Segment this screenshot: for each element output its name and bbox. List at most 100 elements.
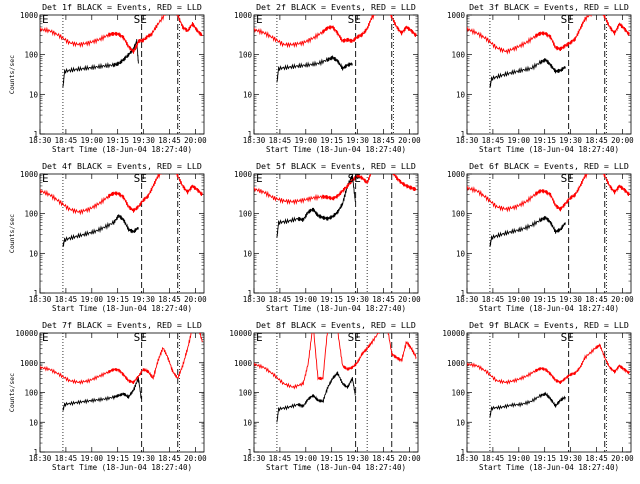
x-tick-label: 19:30 xyxy=(132,136,155,145)
series-lld-line xyxy=(254,333,417,390)
y-axis-label: Counts/sec xyxy=(8,214,16,253)
x-tick-label: 19:15 xyxy=(106,136,129,145)
y-tick-label: 100 xyxy=(451,51,465,60)
panel-title: Det 2f BLACK = Events, RED = LLD xyxy=(256,2,416,12)
x-tick-label: 18:45 xyxy=(585,295,608,304)
series-path xyxy=(40,174,203,216)
series-path xyxy=(489,58,566,88)
series-events-line xyxy=(62,376,142,411)
series-path xyxy=(489,391,566,418)
annotation-se: SE xyxy=(348,13,361,26)
annotation-se: SE xyxy=(561,331,574,344)
annotation-e: E xyxy=(256,331,263,344)
x-tick-label: 19:30 xyxy=(346,136,369,145)
y-tick-label: 1 xyxy=(247,289,252,298)
y-axis-label: Counts/sec xyxy=(8,55,16,94)
y-tick-label: 1 xyxy=(33,130,38,139)
x-tick-label: 18:45 xyxy=(55,454,78,463)
y-tick-label: 10000 xyxy=(442,329,465,338)
panel-title: Det 9f BLACK = Events, RED = LLD xyxy=(469,320,629,330)
x-tick-label: 18:30 xyxy=(456,136,479,145)
series-path xyxy=(467,15,630,55)
series-lld-line xyxy=(40,174,203,216)
series-events-line xyxy=(489,58,566,88)
y-tick-label: 10 xyxy=(29,90,39,99)
y-tick-label: 10 xyxy=(243,90,253,99)
series-path xyxy=(40,333,203,385)
plot-frame xyxy=(466,332,632,453)
annotation-se: SE xyxy=(348,331,361,344)
annotation-e: E xyxy=(256,13,263,26)
y-tick-label: 10 xyxy=(29,249,39,258)
series-path xyxy=(276,54,353,83)
y-tick-label: 10000 xyxy=(15,329,38,338)
y-tick-label: 1000 xyxy=(20,170,39,179)
series-events-line xyxy=(276,371,356,423)
x-tick-label: 18:45 xyxy=(482,136,505,145)
y-tick-label: 100 xyxy=(451,210,465,219)
x-tick-label: 18:45 xyxy=(269,454,292,463)
series-lld-line xyxy=(254,174,417,206)
series-path xyxy=(40,15,203,54)
x-tick-label: 18:45 xyxy=(482,454,505,463)
x-tick-label: 19:00 xyxy=(81,136,104,145)
y-tick-label: 1000 xyxy=(447,359,466,368)
series-path xyxy=(254,174,417,206)
y-tick-label: 1 xyxy=(460,130,465,139)
x-tick-label: 19:00 xyxy=(508,454,531,463)
series-lld-line xyxy=(467,174,630,213)
x-tick-label: 20:00 xyxy=(184,454,207,463)
x-tick-label: 18:45 xyxy=(482,295,505,304)
x-tick-label: 19:00 xyxy=(81,295,104,304)
x-axis-label: Start Time (18-Jun-04 18:27:40) xyxy=(479,145,619,154)
detector-panel: Det 7f BLACK = Events, RED = LLD 1 10 100 10… xyxy=(8,320,207,472)
annotation-se: SE xyxy=(348,172,361,185)
x-tick-label: 19:15 xyxy=(320,454,343,463)
y-tick-label: 10 xyxy=(456,418,466,427)
x-tick-label: 20:00 xyxy=(611,454,634,463)
plot-frame xyxy=(466,173,632,294)
x-axis-label: Start Time (18-Jun-04 18:27:40) xyxy=(266,145,406,154)
series-events-line xyxy=(276,174,356,238)
x-tick-label: 20:00 xyxy=(398,136,421,145)
x-tick-label: 18:45 xyxy=(55,136,78,145)
x-tick-label: 19:30 xyxy=(559,295,582,304)
x-tick-label: 18:30 xyxy=(29,454,52,463)
annotation-se: SE xyxy=(134,13,147,26)
plot-frame xyxy=(466,14,632,135)
y-tick-label: 100 xyxy=(24,210,38,219)
y-tick-label: 100 xyxy=(238,210,252,219)
detector-panel: Det 1f BLACK = Events, RED = LLD 1 10 100 10… xyxy=(8,2,207,154)
series-path xyxy=(254,333,417,390)
x-tick-label: 19:15 xyxy=(533,136,556,145)
x-tick-label: 18:30 xyxy=(243,136,266,145)
series-path xyxy=(62,214,139,247)
x-tick-label: 18:45 xyxy=(585,454,608,463)
series-events-line xyxy=(62,39,139,88)
x-tick-label: 18:45 xyxy=(372,136,395,145)
x-tick-label: 20:00 xyxy=(611,136,634,145)
x-tick-label: 19:30 xyxy=(559,454,582,463)
y-tick-label: 100 xyxy=(24,389,38,398)
y-tick-label: 10 xyxy=(243,249,253,258)
series-path xyxy=(467,174,630,213)
x-tick-label: 19:15 xyxy=(533,454,556,463)
x-tick-label: 18:30 xyxy=(243,454,266,463)
x-tick-label: 18:45 xyxy=(55,295,78,304)
y-tick-label: 10 xyxy=(456,90,466,99)
y-tick-label: 10 xyxy=(243,418,253,427)
plot-frame xyxy=(253,14,419,135)
plot-frame xyxy=(39,14,205,135)
x-tick-label: 19:00 xyxy=(295,136,318,145)
y-tick-label: 100 xyxy=(238,51,252,60)
x-tick-label: 20:00 xyxy=(184,136,207,145)
series-events-line xyxy=(276,54,353,83)
series-path xyxy=(254,15,417,49)
y-tick-label: 1 xyxy=(460,448,465,457)
y-tick-label: 1 xyxy=(247,448,252,457)
x-tick-label: 19:00 xyxy=(508,295,531,304)
y-tick-label: 1000 xyxy=(447,170,466,179)
series-path xyxy=(467,343,630,385)
